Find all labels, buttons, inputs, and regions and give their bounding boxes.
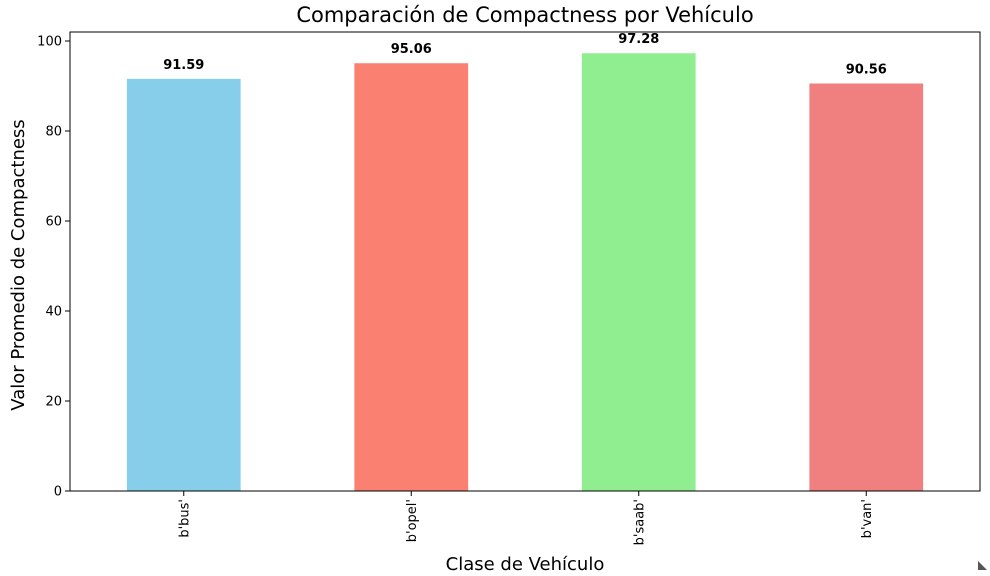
data-label: 91.59 [163,58,204,73]
x-tick-label: b'van' [860,499,875,538]
x-tick-label: b'opel' [405,499,420,542]
x-tick-label: b'saab' [632,499,647,545]
x-tick-label: b'bus' [177,499,192,538]
y-tick-label: 0 [54,485,62,500]
data-label: 97.28 [618,32,659,47]
data-label: 90.56 [846,62,887,77]
plot-area: 91.59 95.06 97.28 90.56 0 20 40 60 80 100 b'bus' b'… [37,31,981,545]
bar [581,53,696,492]
data-label: 95.06 [391,42,432,57]
y-tick-label: 40 [45,305,62,320]
y-axis-label: Valor Promedio de Compactness [8,119,29,410]
y-tick-label: 60 [45,215,62,230]
bar [809,83,924,491]
y-tick-label: 20 [45,395,62,410]
bar [354,63,469,491]
resize-grip-icon[interactable] [978,561,987,570]
chart-title: Comparación de Compactness por Vehículo [296,3,753,27]
y-tick-label: 80 [45,125,62,140]
bar [126,78,241,491]
axes-frame [69,31,981,492]
x-axis-label: Clase de Vehículo [446,554,605,575]
y-tick-label: 100 [37,35,62,50]
